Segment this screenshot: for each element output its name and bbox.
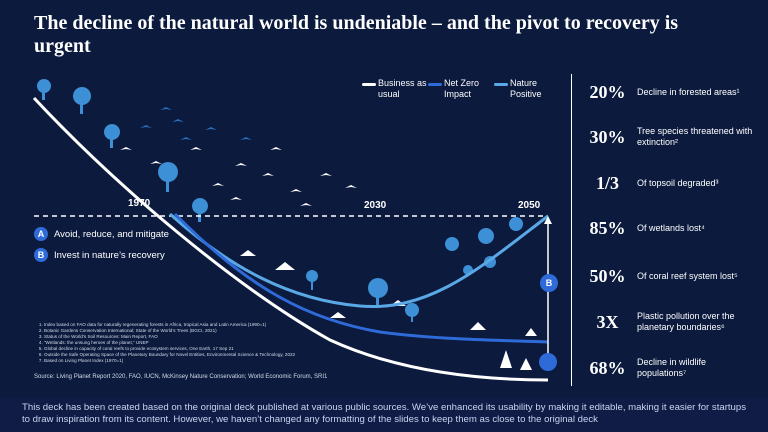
legend-swatch-nature <box>494 83 508 86</box>
footnote: Outside the Safe Operating Space of the … <box>44 352 364 358</box>
chart-marker-b: B <box>540 274 558 292</box>
marker-a: A Avoid, reduce, and mitigate <box>34 227 169 241</box>
disclaimer-text: This deck has been created based on the … <box>22 402 747 425</box>
year-2030: 2030 <box>364 200 387 211</box>
net-zero-curve <box>173 212 549 344</box>
legend-nature: Nature Positive <box>510 78 542 99</box>
footnotes: Index based on FAO data for naturally re… <box>34 322 364 364</box>
end-marker-dot <box>539 353 557 371</box>
footnote: Botanic Gardens Conservation Internation… <box>44 328 364 334</box>
stat-plastic: 3X Plastic pollution over the planetary … <box>580 302 760 342</box>
footnote: Global decline in capacity of coral reef… <box>44 346 364 352</box>
stat-wetlands: 85% Of wetlands lost⁴ <box>580 208 760 248</box>
marker-b-badge: B <box>34 248 48 262</box>
stat-topsoil: 1/3 Of topsoil degraded³ <box>580 163 760 203</box>
bird-silhouettes <box>120 147 537 370</box>
page-title: The decline of the natural world is unde… <box>34 12 679 57</box>
marker-a-label: Avoid, reduce, and mitigate <box>54 228 169 240</box>
legend-swatch-netzero <box>428 83 442 86</box>
stat-text: Plastic pollution over the planetary bou… <box>637 311 735 332</box>
year-1970: 1970 <box>128 198 151 209</box>
marker-a-badge: A <box>34 227 48 241</box>
decline-illustration <box>32 79 557 382</box>
stat-value: 85% <box>589 217 626 238</box>
stat-wildlife: 68% Decline in wildlife populations⁷ <box>580 348 760 388</box>
stat-coral: 50% Of coral reef system lost⁵ <box>580 256 760 296</box>
arrow-up-icon <box>544 216 552 224</box>
legend-netzero: Net Zero Impact <box>444 78 480 99</box>
marker-b: B Invest in nature’s recovery <box>34 248 165 262</box>
stat-value: 50% <box>589 265 626 286</box>
footnote: Index based on FAO data for naturally re… <box>44 322 364 328</box>
stat-text: Decline in wildlife populations⁷ <box>637 357 707 378</box>
stat-tree-species: 30% Tree species threatened with extinct… <box>580 117 760 157</box>
stat-forest: 20% Decline in forested areas¹ <box>580 72 760 112</box>
footnote: Status of the World’s Soil Resources: Ma… <box>44 334 364 340</box>
stat-text: Decline in forested areas¹ <box>637 86 740 97</box>
business-as-usual-curve <box>32 96 549 382</box>
disclaimer-banner: This deck has been created based on the … <box>0 398 768 432</box>
slide: The decline of the natural world is unde… <box>0 0 768 398</box>
stat-value: 20% <box>589 81 626 102</box>
footnote: “Wetlands: the unsung heroes of the plan… <box>44 340 364 346</box>
source-note: Source: Living Planet Report 2020, FAO, … <box>34 374 328 380</box>
footnote: Based on Living Planet Index (1970=1) <box>44 358 364 364</box>
stat-value: 3X <box>596 311 619 332</box>
stat-value: 1/3 <box>595 172 619 193</box>
stat-text: Of coral reef system lost⁵ <box>637 270 738 281</box>
year-2050: 2050 <box>518 200 541 211</box>
marker-b-label: Invest in nature’s recovery <box>54 249 165 261</box>
stat-value: 30% <box>589 126 626 147</box>
nature-positive-curve <box>168 212 549 309</box>
stats-divider <box>571 74 572 386</box>
wildlife-silhouettes <box>37 79 523 322</box>
bird-silhouettes-blue <box>140 107 252 140</box>
legend-business: Business as usual <box>378 78 427 99</box>
legend-swatch-business <box>362 83 376 86</box>
stat-text: Tree species threatened with extinction² <box>637 126 753 147</box>
stat-value: 68% <box>589 357 626 378</box>
stat-text: Of topsoil degraded³ <box>637 177 719 188</box>
stat-text: Of wetlands lost⁴ <box>637 222 705 233</box>
